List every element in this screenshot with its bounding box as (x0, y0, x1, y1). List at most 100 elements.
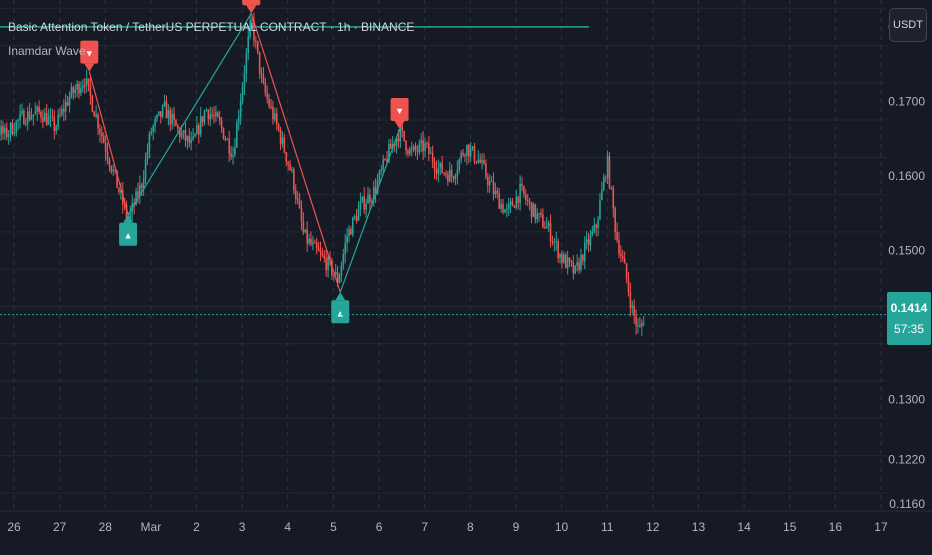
candle-body (439, 163, 441, 168)
candle-body (289, 164, 291, 170)
candle-body (308, 239, 310, 243)
buy-marker: ▲ (331, 292, 349, 323)
candle-body (441, 163, 443, 173)
x-tick-label: 2 (193, 520, 200, 534)
candle-body (415, 146, 417, 150)
candle-body (401, 126, 403, 131)
candle-body (257, 41, 259, 52)
y-tick-label: 0.1600 (888, 169, 925, 183)
axes: 262728Mar2345678910111213141516170.18000… (0, 20, 932, 534)
candle-body (38, 107, 40, 112)
buy-marker-pointer (335, 292, 345, 300)
candle-body (498, 193, 500, 208)
candle-body (612, 188, 614, 209)
candle-body (143, 179, 145, 188)
candle-body (12, 123, 14, 134)
candle-body (293, 169, 295, 190)
buy-marker-pointer (123, 215, 133, 223)
candle-body (109, 159, 111, 166)
candle-body (188, 136, 190, 143)
candle-body (474, 146, 476, 161)
wave-segment (89, 72, 128, 215)
candle-body (166, 102, 168, 119)
candle-body (536, 214, 538, 219)
candle-body (320, 251, 322, 253)
candle-body (0, 126, 2, 135)
candle-body (276, 113, 278, 124)
candle-body (194, 134, 196, 136)
candle-body (147, 152, 149, 160)
candle-body (436, 170, 438, 173)
inamdar-wave (89, 13, 399, 292)
x-tick-label: 5 (330, 520, 337, 534)
sell-marker-pointer (395, 121, 405, 129)
candle-body (432, 153, 434, 163)
currency-button[interactable]: USDT (889, 8, 927, 42)
candle-body (609, 156, 611, 187)
candle-body (371, 201, 373, 203)
candle-body (601, 190, 603, 201)
candle-body (466, 145, 468, 156)
candle-body (215, 112, 217, 116)
candle-body (603, 177, 605, 189)
y-tick-label: 0.1220 (888, 452, 925, 466)
x-tick-label: 16 (829, 520, 843, 534)
candle-body (217, 112, 219, 117)
candle-body (352, 218, 354, 235)
candle-body (316, 243, 318, 249)
candle-body (586, 239, 588, 242)
candle-body (282, 138, 284, 144)
candle-body (145, 159, 147, 179)
candle-body (641, 323, 643, 327)
candle-body (618, 240, 620, 254)
candle-body (268, 99, 270, 107)
candle-body (540, 213, 542, 215)
up-arrow-icon: ▲ (336, 308, 345, 318)
candle-body (78, 84, 80, 94)
indicator-name[interactable]: Inamdar Wave (8, 44, 86, 58)
candle-body (25, 124, 27, 125)
candle-body (187, 136, 189, 140)
candle-body (97, 115, 99, 129)
candle-body (190, 139, 192, 143)
candle-body (297, 199, 299, 200)
candle-body (65, 102, 67, 111)
candle-body (573, 263, 575, 273)
candle-body (398, 138, 400, 141)
candle-body (590, 235, 592, 245)
candle-body (548, 223, 550, 226)
candle-body (557, 241, 559, 258)
candle-body (73, 87, 75, 93)
candle-body (525, 195, 527, 201)
candle-body (36, 107, 38, 112)
x-tick-label: 4 (284, 520, 291, 534)
candle-body (597, 219, 599, 228)
candle-body (101, 133, 103, 136)
candle-body (221, 121, 223, 128)
candle-body (384, 159, 386, 160)
candle-body (111, 166, 113, 171)
candle-body (611, 187, 613, 188)
candle-body (8, 134, 10, 137)
candle-body (219, 117, 221, 121)
candle-body (626, 263, 628, 278)
candle-body (519, 184, 521, 203)
candle-body (10, 123, 12, 134)
candle-body (468, 145, 470, 156)
candle-body (61, 109, 63, 115)
candle-body (59, 115, 61, 116)
candle-body (420, 140, 422, 143)
candle-body (177, 126, 179, 129)
candle-body (458, 159, 460, 169)
candle-body (325, 258, 327, 270)
candle-body (542, 215, 544, 228)
candle-body (344, 243, 346, 254)
candle-body (491, 181, 493, 182)
candle-body (15, 121, 17, 132)
candle-body (173, 114, 175, 120)
candle-body (227, 139, 229, 140)
candle-body (426, 143, 428, 144)
candle-body (379, 171, 381, 181)
